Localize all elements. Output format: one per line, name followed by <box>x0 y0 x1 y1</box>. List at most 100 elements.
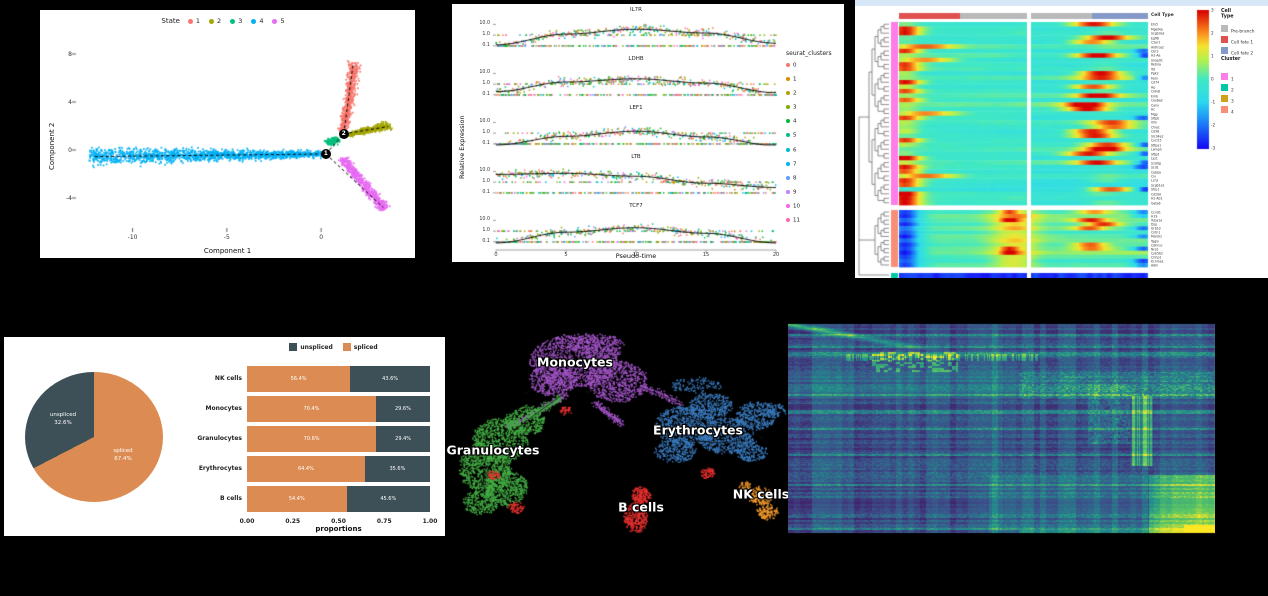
gene-row-label: Clu <box>1151 174 1157 179</box>
umap-canvas <box>445 315 790 560</box>
y-tick-label: 4 <box>68 98 72 106</box>
trajectory-y-axis-label: Component 2 <box>48 122 56 170</box>
gene-row-label: Snap91 <box>1151 58 1163 63</box>
bar-category-label: B cells <box>220 495 242 502</box>
panel-splicing-proportions: unspliced 32.6% spliced 67.4% unspliced s… <box>4 337 445 536</box>
bar-category-label: Granulocytes <box>197 435 242 442</box>
pie-slice-pct: 32.6% <box>54 420 72 427</box>
gene-row-label: Tagln <box>1151 239 1160 243</box>
gene-row-label: Pgk2 <box>1151 72 1159 76</box>
cluster-legend-swatch <box>1221 84 1228 91</box>
gene-row-label: Scgb1a1 <box>1151 183 1165 188</box>
cluster-legend-swatch <box>1221 95 1228 102</box>
gene-row-label: Lamp3 <box>1151 147 1162 152</box>
gene-row-label: Egfl6 <box>1151 36 1159 40</box>
seurat-cluster-legend-swatch <box>786 105 790 110</box>
seurat-cluster-legend-value: 11 <box>793 217 800 224</box>
seurat-cluster-legend-item: 3 <box>786 105 832 111</box>
seurat-cluster-legend-value: 6 <box>793 147 797 154</box>
bars-legend-value: unspliced <box>300 343 333 351</box>
seurat-cluster-legend-swatch <box>786 63 790 67</box>
gene-row-label: Tuba1a <box>1151 218 1163 223</box>
strip-y-tick-label: 0.1 <box>482 140 490 146</box>
cluster-legend-value: 2 <box>1231 87 1234 94</box>
splicing-pie-chart <box>25 372 163 502</box>
panel-branched-heatmap: Cell Type Etv5 Mgat4a Scgb3a2 Egfl6 C5ar1 Ald… <box>855 0 1268 278</box>
cluster-legend-title: Cluster <box>1221 56 1241 62</box>
gene-row-label: Scgb3a2 <box>1151 31 1165 36</box>
colorbar-tick-label: 1 <box>1211 54 1214 59</box>
gene-row-label: S100g <box>1151 161 1161 165</box>
celltype-legend-item: Cell fate 2 <box>1221 40 1262 59</box>
gene-row-label: Cd36 <box>1151 130 1160 134</box>
colorbar-tick-label: -2 <box>1211 123 1216 128</box>
pie-slice-name: spliced <box>113 448 133 454</box>
bars-x-tick-label: 0.00 <box>239 518 255 525</box>
gene-row-label: Hc <box>1151 107 1156 112</box>
gene-row-label: H19 <box>1151 214 1158 219</box>
stacked-bar-row: 56.4% 43.6% <box>247 366 430 392</box>
seurat-cluster-legend-value: 7 <box>793 161 797 168</box>
gene-row-label: Cxcl15 <box>1151 138 1162 143</box>
bar-value-label: 54.4% <box>288 496 305 502</box>
seurat-cluster-legend-item: 0 <box>786 63 832 69</box>
bar-value-label: 35.6% <box>389 466 406 472</box>
pseudotime-x-tick-label: 20 <box>772 252 780 258</box>
umap-cluster-label: Erythrocytes <box>653 422 743 438</box>
seurat-cluster-legend-item: 8 <box>786 176 832 182</box>
trajectory-plot-canvas <box>40 10 415 258</box>
cluster-legend-value: 4 <box>1231 109 1234 116</box>
pie-slice-name: unspliced <box>49 412 77 418</box>
seurat-cluster-legend-value: 3 <box>793 104 797 111</box>
gene-row-label: Cd200 <box>1151 192 1162 197</box>
gene-row-label: Canx <box>1151 103 1159 107</box>
gene-row-label: Grb10 <box>1151 226 1161 231</box>
bars-x-axis-label: proportions <box>315 525 362 533</box>
branch-point-marker: 2 <box>338 128 349 139</box>
seurat-cluster-legend-swatch <box>786 133 790 138</box>
gene-row-label: H2-Aa <box>1151 54 1161 58</box>
pseudotime-x-tick-label: 5 <box>564 252 568 258</box>
celltype-legend-swatch <box>1221 36 1228 43</box>
bar-category-label: NK cells <box>214 375 242 382</box>
pie-slice-label-spliced: spliced 67.4% <box>93 447 153 464</box>
gene-row-label: Emb <box>1151 94 1158 98</box>
trajectory-x-axis-label: Component 1 <box>203 247 252 255</box>
bar-segment-spliced: 54.4% <box>247 486 347 512</box>
gene-row-label: C5ar1 <box>1151 40 1161 45</box>
pseudotime-x-tick-label: 0 <box>494 252 498 258</box>
gene-row-label: Tst <box>1151 67 1156 72</box>
seurat-cluster-legend-item: 7 <box>786 161 832 168</box>
strip-y-tick-label: 1.0 <box>482 130 490 136</box>
strip-y-tick-label: 10.0 <box>479 217 490 223</box>
panel-velocity-umap: Monocytes Granulocytes Erythrocytes B cells… <box>445 315 790 560</box>
umap-cluster-label: Monocytes <box>537 354 613 370</box>
seurat-cluster-legend-value: 9 <box>793 189 797 196</box>
umap-cluster-label: Granulocytes <box>446 442 540 458</box>
stacked-bar-row: 70.6% 29.4% <box>247 426 430 452</box>
gene-row-label: Crmp1 <box>1151 255 1162 260</box>
bar-segment-spliced: 70.6% <box>247 426 377 452</box>
y-tick-label: 8 <box>68 50 72 58</box>
seurat-clusters-legend-title: seurat_clusters <box>786 50 832 57</box>
bar-value-label: 56.4% <box>290 376 307 382</box>
bar-value-label: 45.6% <box>380 496 397 502</box>
bars-x-tick-label: 0.25 <box>285 518 301 525</box>
strip-y-tick-label: 10.0 <box>479 119 490 125</box>
bar-segment-spliced: 56.4% <box>247 366 351 392</box>
panel-trajectory: State12345 Component 1 Component 2 -10-5… <box>40 10 415 258</box>
strip-y-tick-label: 10.0 <box>479 21 490 27</box>
seurat-cluster-legend-item: 11 <box>786 218 832 224</box>
cluster-legend-item: 3 <box>1221 88 1235 107</box>
panel-expression-heatmap <box>788 314 1215 543</box>
gene-row-label: Cox6a2 <box>1151 98 1163 103</box>
gene-row-label: Chia1 <box>1151 125 1160 130</box>
celltype-legend-swatch <box>1221 25 1228 32</box>
gene-row-label: Cyb5b2 <box>1151 251 1163 256</box>
bar-segment-unspliced: 43.6% <box>350 366 430 392</box>
cluster-legend-item: 4 <box>1221 99 1235 118</box>
gene-strip-title: LDHB <box>628 56 644 62</box>
gene-strip-title: LEF1 <box>629 105 643 111</box>
gene-row-label: Mgat4a <box>1151 27 1163 32</box>
